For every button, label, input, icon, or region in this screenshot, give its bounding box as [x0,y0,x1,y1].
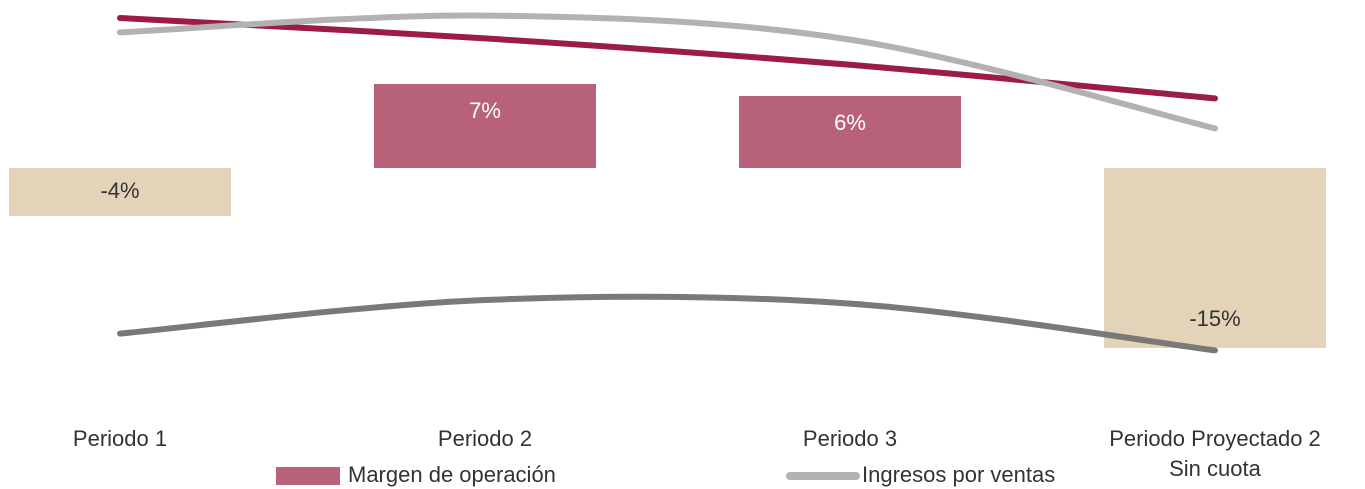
bar [739,96,961,168]
line [117,293,1218,354]
data-label: 7% [469,98,501,123]
x-tick-label: Periodo Proyectado 2 Sin cuota [1109,426,1321,481]
x-tick-label: Periodo 2 [437,426,533,451]
data-label: -15% [1189,306,1240,331]
x-tick-label: Periodo 1 [72,426,168,451]
bar [1104,168,1326,348]
x-tick-label: Periodo 3 [802,426,898,451]
legend-label: Margen de operación [348,462,556,487]
data-label: 6% [834,110,866,135]
legend-label: Ingresos por ventas [862,462,1055,487]
bar [9,168,231,216]
data-label: -4% [100,178,139,203]
line [117,12,1218,132]
legend-swatch [276,467,340,485]
bar [374,84,596,168]
